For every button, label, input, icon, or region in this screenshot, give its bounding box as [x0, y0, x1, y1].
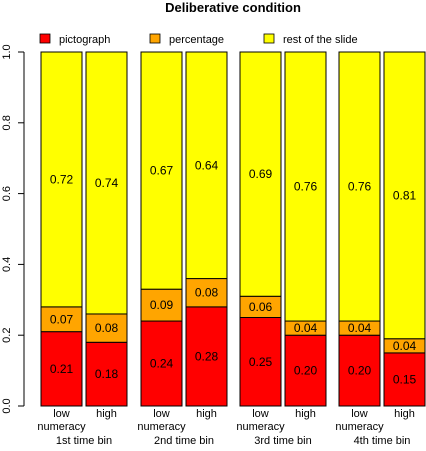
data-label-0-2: 0.72	[50, 172, 74, 186]
x-sublabel-6: numeracy	[335, 421, 384, 433]
bar-1-rest-of-the-slide	[85, 51, 128, 315]
data-label-1-1: 0.08	[95, 321, 119, 335]
y-tick-label-3: 0.6	[1, 186, 13, 201]
data-label-4-0: 0.25	[249, 355, 273, 369]
group-label-0: 1st time bin	[56, 435, 112, 447]
bar-7-rest-of-the-slide	[383, 51, 426, 340]
x-sublabel-2: numeracy	[137, 421, 186, 433]
segment-labels: 0.21 0.07 0.72 0.18 0.08 0.74 0.24 0.09 0.67 0.28…	[50, 158, 417, 386]
bar-2-rest-of-the-slide	[140, 51, 183, 290]
legend-label-1: percentage	[169, 34, 224, 46]
data-label-5-1: 0.04	[294, 321, 318, 335]
data-label-6-2: 0.76	[348, 180, 372, 194]
legend-swatch-0	[39, 33, 51, 44]
bars	[40, 51, 426, 407]
y-tick-label-5: 1.0	[1, 44, 13, 59]
data-label-0-1: 0.07	[50, 312, 74, 326]
bar-7-pictograph	[383, 352, 426, 407]
y-tick-label-0: 0.0	[1, 398, 13, 413]
x-label-4: low	[252, 408, 269, 420]
x-label-7: high	[394, 408, 415, 420]
x-label-2: low	[153, 408, 170, 420]
legend-swatch-2	[263, 33, 275, 44]
bar-0-percentage	[40, 306, 83, 333]
bar-1-pictograph	[85, 341, 128, 407]
bar-2-pictograph	[140, 320, 183, 407]
legend-label-0: pictograph	[59, 34, 110, 46]
group-label-3: 4th time bin	[354, 435, 411, 447]
data-label-1-0: 0.18	[95, 367, 119, 381]
bar-0-pictograph	[40, 331, 83, 407]
data-label-5-0: 0.20	[294, 364, 318, 378]
x-label-3: high	[196, 408, 217, 420]
data-label-7-2: 0.81	[393, 188, 417, 202]
data-label-5-2: 0.76	[294, 180, 318, 194]
bar-4-rest-of-the-slide	[239, 51, 282, 297]
bar-6-pictograph	[338, 334, 381, 407]
x-label-1: high	[96, 408, 117, 420]
group-label-2: 3rd time bin	[254, 435, 311, 447]
x-label-5: high	[295, 408, 316, 420]
legend-label-2: rest of the slide	[283, 34, 358, 46]
y-axis: 0.0 0.2 0.4 0.6 0.8 1.0	[1, 44, 25, 414]
bar-3-pictograph	[185, 306, 228, 407]
bar-3-rest-of-the-slide	[185, 51, 228, 280]
data-label-2-2: 0.67	[150, 164, 174, 178]
bar-0-rest-of-the-slide	[40, 51, 83, 308]
data-label-3-1: 0.08	[195, 286, 219, 300]
x-sublabel-0: numeracy	[37, 421, 86, 433]
data-label-4-2: 0.69	[249, 167, 273, 181]
group-label-1: 2nd time bin	[154, 435, 214, 447]
data-label-3-0: 0.28	[195, 349, 219, 363]
data-label-6-0: 0.20	[348, 364, 372, 378]
data-label-7-1: 0.04	[393, 339, 417, 353]
bar-4-pictograph	[239, 317, 282, 407]
bar-3-percentage	[185, 278, 228, 308]
data-label-7-0: 0.15	[393, 372, 417, 386]
bar-1-percentage	[85, 313, 128, 343]
x-label-0: low	[53, 408, 70, 420]
data-label-1-2: 0.74	[95, 176, 119, 190]
data-label-3-2: 0.64	[195, 158, 219, 172]
data-label-6-1: 0.04	[348, 321, 372, 335]
y-tick-label-1: 0.2	[1, 328, 13, 343]
data-label-4-1: 0.06	[249, 300, 273, 314]
bar-2-percentage	[140, 288, 183, 322]
data-label-0-0: 0.21	[50, 362, 74, 376]
x-sublabel-4: numeracy	[236, 421, 285, 433]
data-label-2-0: 0.24	[150, 357, 174, 371]
x-label-6: low	[351, 408, 368, 420]
chart-title: Deliberative condition	[165, 0, 301, 15]
legend: pictograph percentage rest of the slide	[39, 33, 358, 46]
legend-swatch-1	[149, 33, 161, 44]
y-tick-label-4: 0.8	[1, 115, 13, 130]
data-label-2-1: 0.09	[150, 298, 174, 312]
y-tick-label-2: 0.4	[1, 257, 13, 272]
bar-5-rest-of-the-slide	[284, 51, 327, 322]
bar-6-rest-of-the-slide	[338, 51, 381, 322]
